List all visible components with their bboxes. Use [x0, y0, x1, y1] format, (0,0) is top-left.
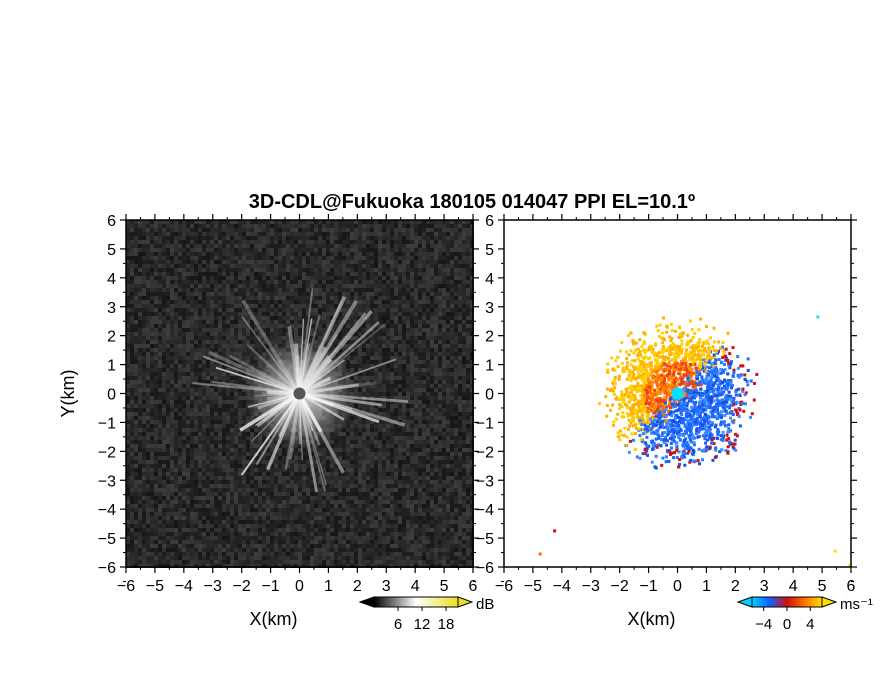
x-tick-label: 3	[760, 578, 769, 595]
colorbar-unit: dB	[476, 596, 494, 613]
y-tick-label: 3	[485, 300, 494, 317]
x-tick-label: −6	[117, 578, 135, 595]
y-tick-label: 1	[485, 358, 494, 375]
y-tick-label: 2	[485, 329, 494, 346]
colorbar-tick-label: 12	[414, 616, 431, 633]
y-tick-label: 4	[107, 271, 116, 288]
velocity-outlier	[848, 564, 852, 568]
x-tick-label: −4	[553, 578, 571, 595]
velocity-colorbar: −4 0 4 ms⁻¹	[736, 596, 873, 633]
y-tick-label: 2	[107, 329, 116, 346]
x-tick-label: −1	[639, 578, 657, 595]
velocity-outlier	[833, 549, 837, 553]
x-tick-label: 2	[353, 578, 362, 595]
x-tick-label: 0	[295, 578, 304, 595]
x-tick-label: −2	[233, 578, 251, 595]
x-tick-label: −2	[611, 578, 629, 595]
colorbar-body	[373, 596, 459, 608]
x-axis-label: X(km)	[628, 609, 676, 629]
colorbar-max-arrow	[821, 596, 838, 608]
colorbar-tick-label: 18	[438, 616, 455, 633]
y-tick-label: −4	[98, 502, 116, 519]
x-tick-label: 0	[673, 578, 682, 595]
x-tick-label: 3	[382, 578, 391, 595]
radar-site-marker	[671, 387, 684, 400]
x-tick-label: −3	[204, 578, 222, 595]
x-tick-label: 5	[818, 578, 827, 595]
x-tick-label: 6	[469, 578, 478, 595]
reflectivity-colorbar: 6 12 18 dB	[358, 596, 494, 633]
y-tick-label: −2	[98, 444, 116, 461]
y-tick-label: −2	[476, 444, 494, 461]
x-tick-label: −5	[146, 578, 164, 595]
y-tick-label: −6	[98, 560, 116, 577]
x-axis-label: X(km)	[250, 609, 298, 629]
colorbar-tick-label: 6	[394, 616, 402, 633]
y-tick-label: 0	[107, 387, 116, 404]
y-tick-label: −6	[476, 560, 494, 577]
radar-site-marker	[293, 387, 306, 400]
colorbar-body	[751, 596, 823, 608]
x-tick-label: 1	[324, 578, 333, 595]
x-tick-label: 4	[789, 578, 798, 595]
y-tick-label: 5	[107, 242, 116, 259]
x-tick-label: −3	[582, 578, 600, 595]
colorbar-max-arrow	[457, 596, 474, 608]
x-tick-label: 1	[702, 578, 711, 595]
y-tick-label: 6	[107, 213, 116, 230]
y-tick-label: 0	[485, 387, 494, 404]
velocity-outlier	[816, 315, 820, 319]
x-tick-label: 6	[847, 578, 856, 595]
velocity-outlier	[538, 552, 542, 556]
y-tick-label: 1	[107, 358, 116, 375]
colorbar-tick-label: 0	[783, 616, 791, 633]
reflectivity-panel: −6−6 −5 −5 −4 −4 −3 −3 −2 −2 −1 −1 0 0 1 1 2 2 3 3 4 4 5 5 6 6 X(…	[58, 213, 479, 629]
x-tick-label: −1	[261, 578, 279, 595]
x-tick-label: 5	[440, 578, 449, 595]
y-tick-label: −1	[98, 415, 116, 432]
y-tick-label: −3	[98, 473, 116, 490]
colorbar-tick-label: 4	[806, 616, 814, 633]
colorbar-tick-label: −4	[755, 616, 772, 633]
y-tick-label: −5	[98, 531, 116, 548]
y-tick-label: 3	[107, 300, 116, 317]
colorbar-min-arrow	[358, 596, 375, 608]
x-tick-label: 2	[731, 578, 740, 595]
y-tick-label: −4	[476, 502, 494, 519]
x-tick-label: −4	[175, 578, 193, 595]
chart-title: 3D-CDL@Fukuoka 180105 014047 PPI EL=10.1…	[249, 191, 695, 213]
colorbar-unit: ms⁻¹	[840, 596, 873, 613]
x-tick-label: −5	[524, 578, 542, 595]
velocity-panel: −6−6 −5 −5 −4 −4 −3 −3 −2 −2 −1 −1 0 0 1 1 2 2 3 3 4 4 5 5 6 6 X(…	[476, 213, 857, 629]
y-tick-label: −5	[476, 531, 494, 548]
x-tick-label: 4	[411, 578, 420, 595]
velocity-outlier	[553, 529, 557, 533]
y-tick-label: −3	[476, 473, 494, 490]
y-axis-label: Y(km)	[58, 370, 78, 418]
y-tick-label: 4	[485, 271, 494, 288]
x-tick-label: −6	[495, 578, 513, 595]
colorbar-min-arrow	[736, 596, 753, 608]
y-tick-label: 6	[485, 213, 494, 230]
y-tick-label: 5	[485, 242, 494, 259]
y-tick-label: −1	[476, 415, 494, 432]
